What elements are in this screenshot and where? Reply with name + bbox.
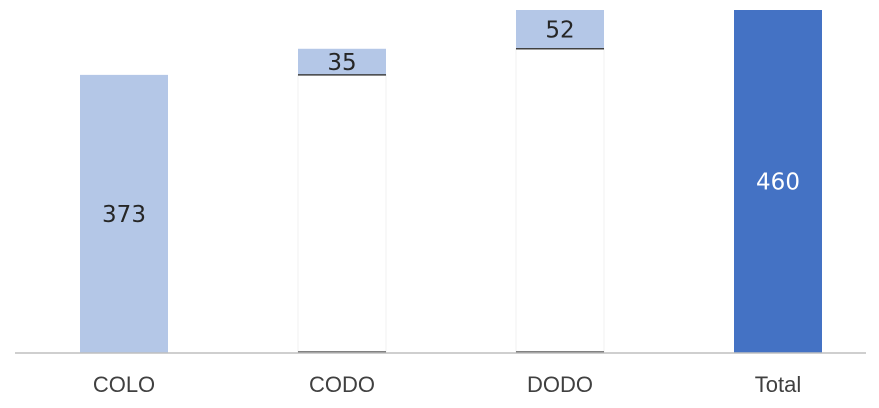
category-label-total: Total [755, 372, 801, 397]
category-label-colo: COLO [93, 372, 155, 397]
data-label-colo: 373 [102, 202, 146, 228]
bar-total [734, 10, 822, 353]
bar-codo [298, 48, 386, 75]
categories-layer: COLO CODO DODO Total [93, 372, 801, 397]
data-label-dodo: 52 [545, 17, 574, 43]
bar-base-codo [297, 74, 387, 354]
connectors-layer [298, 48, 604, 76]
data-label-total: 460 [756, 170, 800, 196]
data-label-codo: 35 [327, 50, 356, 76]
bars-layer [80, 10, 822, 354]
category-label-dodo: DODO [527, 372, 593, 397]
bar-base-dodo [515, 48, 605, 354]
labels-layer: 373 35 52 460 [102, 17, 800, 228]
bar-colo [80, 74, 168, 354]
category-label-codo: CODO [309, 372, 375, 397]
bar-dodo [516, 10, 604, 49]
